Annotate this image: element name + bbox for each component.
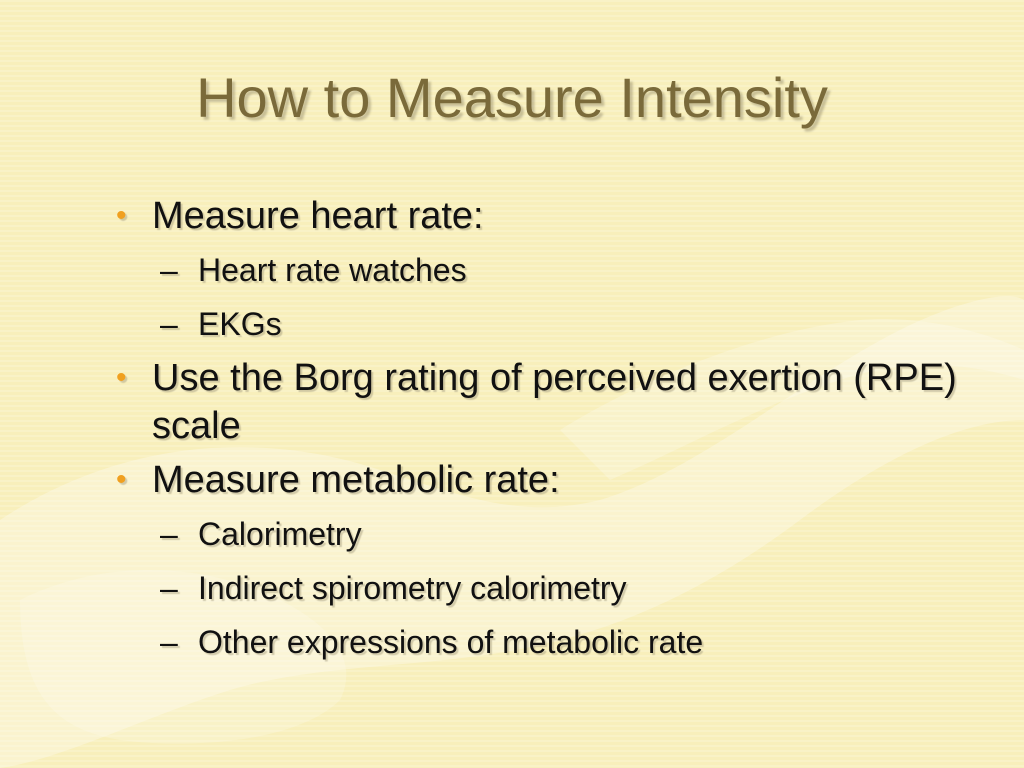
bullet-text: Use the Borg rating of perceived exertio…: [152, 357, 957, 447]
bullet-icon: •: [116, 463, 127, 496]
sub-bullet-text: Indirect spirometry calorimetry: [198, 570, 627, 606]
dash-icon: –: [160, 570, 178, 606]
bullet-text: Measure heart rate:: [152, 195, 484, 237]
sub-bullet-item: – EKGs: [110, 300, 990, 348]
sub-bullet-item: – Heart rate watches: [110, 246, 990, 294]
dash-icon: –: [160, 252, 178, 288]
bullet-item: • Measure metabolic rate:: [110, 456, 990, 504]
bullet-item: • Measure heart rate:: [110, 192, 990, 240]
sub-bullet-text: EKGs: [198, 306, 282, 342]
dash-icon: –: [160, 306, 178, 342]
slide-title: How to Measure Intensity: [196, 66, 828, 129]
sub-bullet-item: – Calorimetry: [110, 510, 990, 558]
bullet-item: • Use the Borg rating of perceived exert…: [110, 354, 990, 450]
sub-bullet-text: Heart rate watches: [198, 252, 467, 288]
sub-bullet-text: Other expressions of metabolic rate: [198, 624, 704, 660]
sub-bullet-item: – Indirect spirometry calorimetry: [110, 564, 990, 612]
bullet-icon: •: [116, 361, 127, 394]
sub-bullet-item: – Other expressions of metabolic rate: [110, 618, 990, 666]
sub-bullet-text: Calorimetry: [198, 516, 362, 552]
dash-icon: –: [160, 624, 178, 660]
bullet-icon: •: [116, 199, 127, 232]
bullet-list: • Measure heart rate: – Heart rate watch…: [110, 192, 990, 672]
dash-icon: –: [160, 516, 178, 552]
bullet-text: Measure metabolic rate:: [152, 459, 560, 501]
